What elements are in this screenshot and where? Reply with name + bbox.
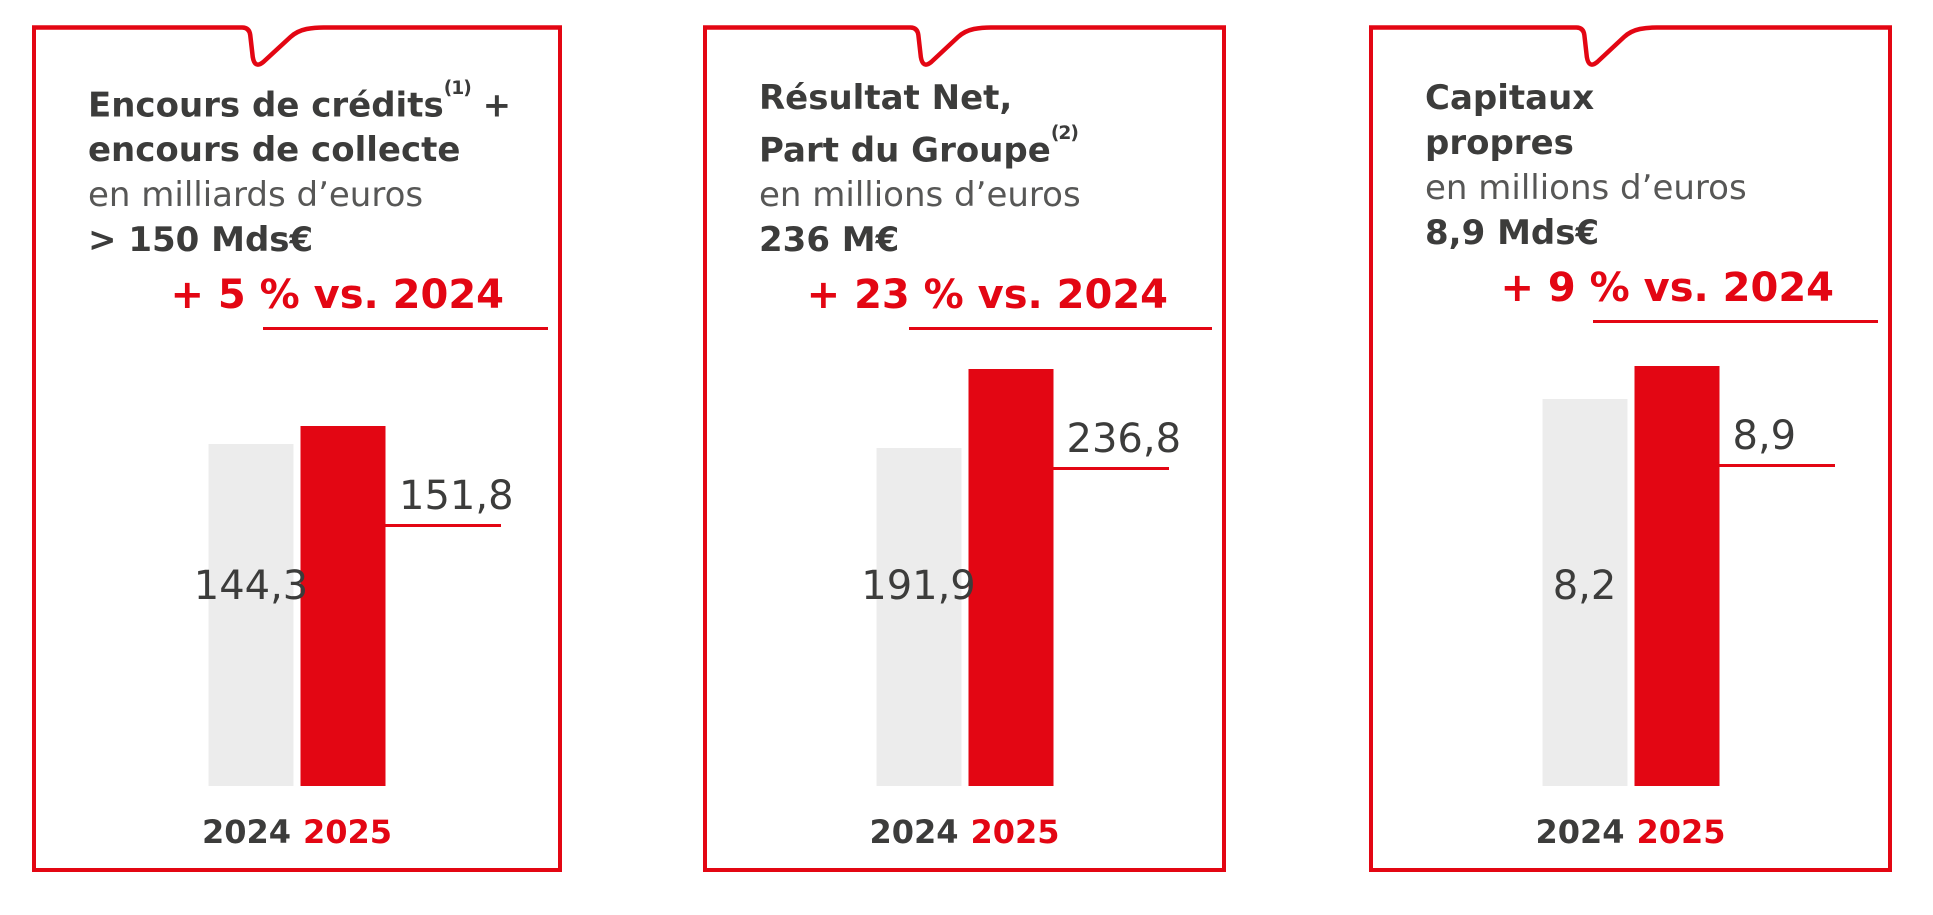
bar-chart xyxy=(208,426,386,786)
value-label-2024: 191,9 xyxy=(861,563,976,609)
headline-value: > 150 Mds€ xyxy=(88,220,314,261)
title-text: Résultat Net, xyxy=(759,78,1013,118)
panel-title-line1: Capitaux xyxy=(1425,76,1878,121)
unit-label: en millions d’euros xyxy=(1425,168,1747,208)
delta-underline xyxy=(262,327,548,331)
value-leader-line xyxy=(1052,467,1169,470)
title-text: Part du Groupe xyxy=(759,130,1051,171)
panel-text-block: Résultat Net, Part du Groupe(2) en milli… xyxy=(707,76,1222,331)
footnote-marker-1: (1) xyxy=(443,77,472,99)
bar-chart xyxy=(1542,366,1719,786)
title-text: Capitaux xyxy=(1425,78,1595,118)
bar-2025 xyxy=(968,369,1053,786)
panel-text-block: Encours de crédits(1) + encours de colle… xyxy=(36,76,558,331)
delta-underline xyxy=(1592,320,1878,323)
panel-title-line1: Résultat Net, xyxy=(759,76,1212,121)
panel-title-line2: propres xyxy=(1425,121,1878,166)
kpi-panel-encours: Encours de crédits(1) + encours de colle… xyxy=(32,25,562,872)
title-text: Encours de crédits xyxy=(88,85,444,126)
value-label-2025: 236,8 xyxy=(1066,416,1182,462)
delta-vs-prior-year: + 5 % vs. 2024 xyxy=(170,272,504,319)
bar-chart xyxy=(876,369,1053,786)
year-axis-labels: 2024 2025 xyxy=(1373,813,1888,851)
unit-label: en millions d’euros xyxy=(759,175,1081,216)
year-axis-labels: 2024 2025 xyxy=(36,813,558,851)
delta-vs-prior-year: + 9 % vs. 2024 xyxy=(1500,265,1834,311)
unit-label: en milliards d’euros xyxy=(88,175,424,216)
year-label-2025: 2025 xyxy=(970,813,1060,851)
panel-text-block: Capitaux propres en millions d’euros 8,9… xyxy=(1373,76,1888,323)
value-label-2025: 151,8 xyxy=(399,473,514,519)
value-leader-line xyxy=(1718,464,1835,467)
headline-value: 236 M€ xyxy=(759,220,900,261)
kpi-panel-capitaux-propres: Capitaux propres en millions d’euros 8,9… xyxy=(1369,25,1892,872)
year-label-2025: 2025 xyxy=(303,813,393,851)
value-label-2025: 8,9 xyxy=(1732,413,1797,459)
delta-underline xyxy=(908,327,1212,331)
year-label-2024: 2024 xyxy=(201,813,291,851)
panel-title-line1: Encours de crédits(1) + xyxy=(88,76,548,128)
footnote-marker-2: (2) xyxy=(1050,122,1079,144)
title-text: encours de collecte xyxy=(88,130,461,171)
delta-vs-prior-year: + 23 % vs. 2024 xyxy=(806,272,1168,319)
title-text-tail: + xyxy=(470,85,512,126)
bar-2024 xyxy=(1542,399,1627,786)
year-axis-labels: 2024 2025 xyxy=(707,813,1222,851)
year-label-2025: 2025 xyxy=(1636,813,1726,851)
year-label-2024: 2024 xyxy=(869,813,959,851)
kpi-panel-resultat-net: Résultat Net, Part du Groupe(2) en milli… xyxy=(703,25,1226,872)
panel-title-line2: Part du Groupe(2) xyxy=(759,121,1212,173)
value-label-2024: 8,2 xyxy=(1552,563,1617,609)
bar-2024 xyxy=(876,448,961,786)
panel-title-line2: encours de collecte xyxy=(88,128,548,173)
value-label-2024: 144,3 xyxy=(193,563,309,609)
year-label-2024: 2024 xyxy=(1535,813,1625,851)
value-leader-line xyxy=(385,524,501,527)
headline-value: 8,9 Mds€ xyxy=(1425,213,1600,253)
bar-2025 xyxy=(300,426,386,786)
title-text: propres xyxy=(1425,123,1574,163)
bar-2024 xyxy=(208,444,294,786)
bar-2025 xyxy=(1634,366,1719,786)
